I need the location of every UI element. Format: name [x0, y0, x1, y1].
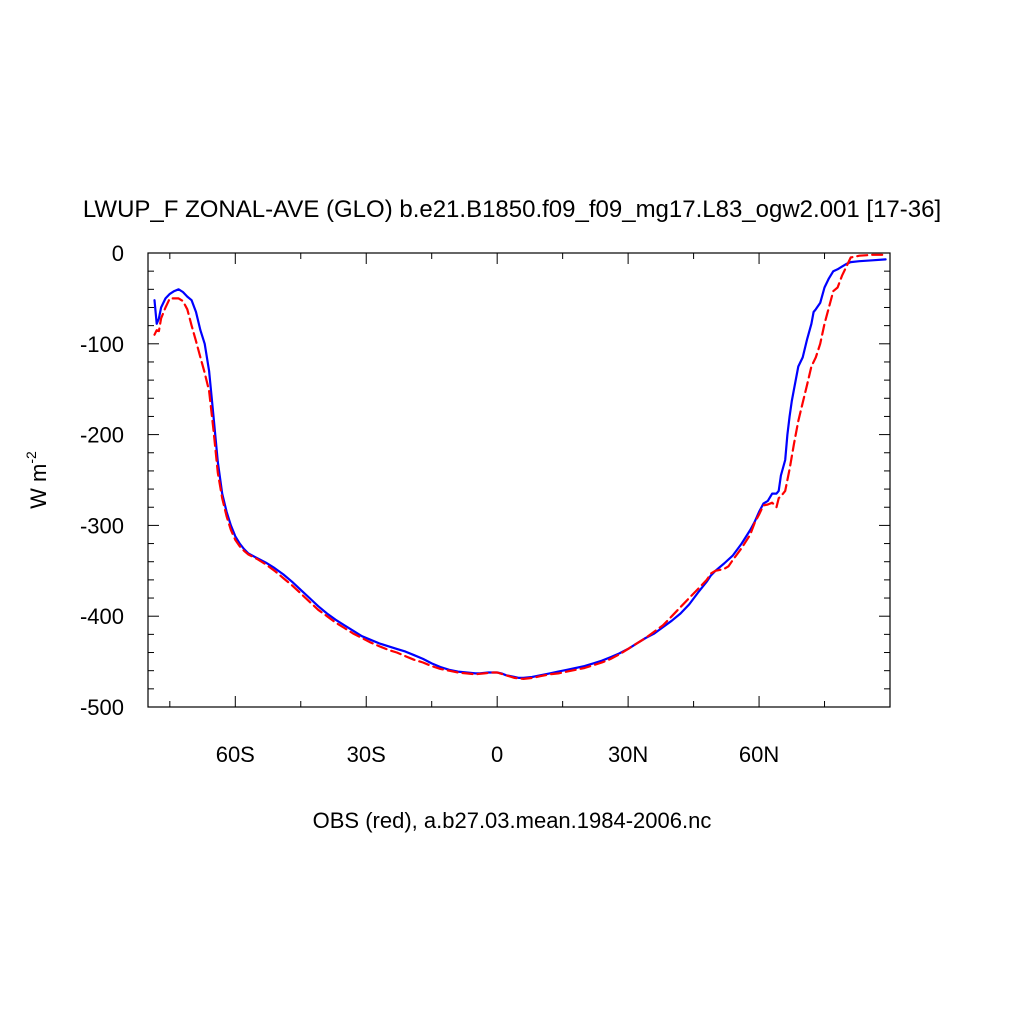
x-tick-label: 30S — [347, 742, 386, 767]
axis-ticks — [148, 252, 890, 708]
plot-frame — [147, 252, 891, 708]
y-axis-label-text: W m — [26, 464, 51, 509]
plot-lines — [153, 253, 887, 680]
y-tick-label: -400 — [80, 604, 124, 629]
x-axis-label: OBS (red), a.b27.03.mean.1984-2006.nc — [313, 808, 712, 833]
y-tick-label: 0 — [112, 241, 124, 266]
y-tick-label: -500 — [80, 695, 124, 720]
y-axis-label: W m-2 — [23, 451, 51, 509]
y-tick-label: -200 — [80, 423, 124, 448]
chart-title: LWUP_F ZONAL-AVE (GLO) b.e21.B1850.f09_f… — [83, 196, 941, 223]
y-tick-label: -100 — [80, 332, 124, 357]
x-tick-label: 30N — [608, 742, 648, 767]
series-line-2 — [153, 253, 887, 680]
x-tick-label: 60S — [216, 742, 255, 767]
y-tick-labels: 0 -100 -200 -300 -400 -500 — [80, 241, 124, 720]
series-line-1 — [153, 258, 887, 679]
x-tick-label: 0 — [491, 742, 503, 767]
x-tick-label: 60N — [739, 742, 779, 767]
y-axis-label-superscript: -2 — [23, 451, 39, 464]
y-tick-label: -300 — [80, 513, 124, 538]
x-tick-labels: 60S 30S 0 30N 60N — [216, 742, 780, 767]
